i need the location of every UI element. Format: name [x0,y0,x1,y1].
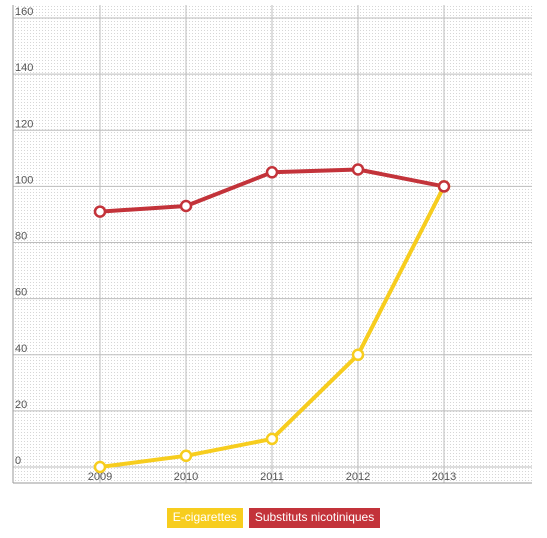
data-point-e-cigarettes[interactable] [93,460,107,474]
legend-item-e-cigarettes[interactable]: E-cigarettes [166,508,243,528]
legend: E-cigarettes Substituts nicotiniques [0,508,547,528]
data-point-e-cigarettes[interactable] [351,348,365,362]
data-point-substituts-nicotiniques[interactable] [265,166,279,179]
x-tick-label: 2010 [174,471,198,483]
data-point-e-cigarettes[interactable] [179,449,193,463]
y-tick-label: 140 [15,62,33,74]
axes [12,5,532,484]
x-tick-label: 2012 [346,471,370,483]
x-tick-label: 2013 [432,471,456,483]
x-tick-label: 2011 [260,471,284,483]
grid [13,5,532,483]
series-points [93,163,451,474]
data-point-substituts-nicotiniques[interactable] [179,199,193,213]
x-tick-label: 2009 [88,471,112,483]
data-point-substituts-nicotiniques[interactable] [437,180,451,193]
data-point-substituts-nicotiniques[interactable] [351,163,365,176]
y-tick-label: 60 [15,287,27,299]
y-tick-label: 80 [15,231,27,243]
y-tick-labels: 0 20 40 60 80 100 120 140 160 [15,6,33,467]
y-tick-label: 100 [15,174,33,186]
y-tick-label: 160 [15,6,33,18]
data-point-e-cigarettes[interactable] [265,432,279,446]
x-tick-labels: 2009 2010 2011 2012 2013 [88,471,456,483]
y-tick-label: 20 [15,399,27,411]
y-tick-label: 120 [15,118,33,130]
y-tick-label: 40 [15,343,27,355]
legend-item-substituts-nicotiniques[interactable]: Substituts nicotiniques [248,508,381,528]
y-tick-label: 0 [15,455,21,467]
data-point-substituts-nicotiniques[interactable] [93,205,107,218]
